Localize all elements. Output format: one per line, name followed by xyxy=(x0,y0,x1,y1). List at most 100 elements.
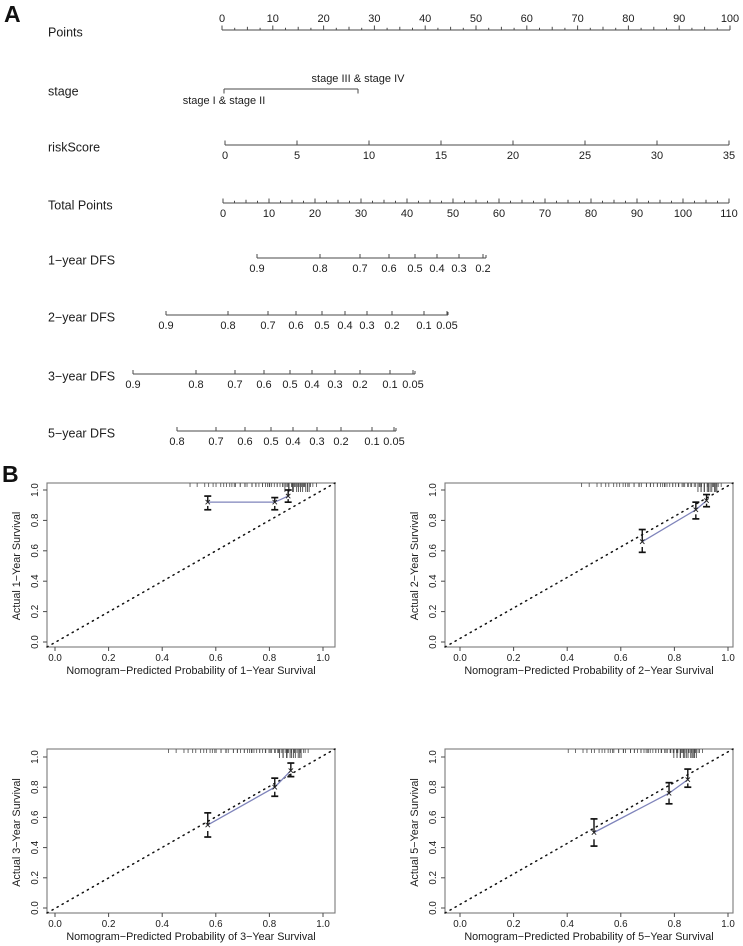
marker-x xyxy=(591,829,597,836)
tick-label: 0.1 xyxy=(364,436,379,448)
y-tick-label: 0.8 xyxy=(30,780,41,794)
tick-label: 0.5 xyxy=(263,436,278,448)
tick-label: 0.8 xyxy=(220,320,235,332)
x-tick-label: 0.6 xyxy=(209,919,223,930)
point-marker xyxy=(272,784,278,790)
error-bar xyxy=(703,493,711,508)
y-tick-label: 0.0 xyxy=(30,901,41,915)
marker-x xyxy=(288,768,294,774)
x-tick-label: 0.0 xyxy=(453,919,467,930)
tick-label: 0.5 xyxy=(407,263,422,275)
tick-label: 0.7 xyxy=(352,263,367,275)
tick-label: 0.8 xyxy=(312,263,327,275)
tick-label: 0.7 xyxy=(260,320,275,332)
x-tick-label: 0.4 xyxy=(560,919,574,930)
x-tick-label: 0.2 xyxy=(507,919,521,930)
marker-x xyxy=(272,499,278,505)
tick-label: 15 xyxy=(435,150,447,162)
y-tick-label: 0.2 xyxy=(30,871,41,885)
row-label-dfs-1yr: 1−year DFS xyxy=(48,253,115,267)
calibration-plot-0: 0.0 0.2 0.4 0.6 0.8 1.00.00.20.40.60.81.0Nomo… xyxy=(11,482,336,677)
calibration-plot-5-year: 0.0 0.2 0.4 0.6 0.8 1.0 0.0 0.2 0.4 0.6 0.8 1.0 Nomo… xyxy=(409,748,735,943)
y-tick-label: 1.0 xyxy=(30,483,41,497)
ideal-diagonal-dotted xyxy=(444,482,734,648)
tick-label: 80 xyxy=(585,208,597,220)
tick-label: 0.5 xyxy=(314,320,329,332)
error-bar xyxy=(271,496,279,511)
x-tick-label: 0.0 xyxy=(48,919,62,930)
tick-label: 50 xyxy=(470,13,482,25)
tick-label: 90 xyxy=(631,208,643,220)
tick-label: 40 xyxy=(401,208,413,220)
tick-label: 0.8 xyxy=(169,436,184,448)
y-tick-label: 0.6 xyxy=(30,543,41,557)
y-tick-label: 0.4 xyxy=(30,574,41,588)
tick-label: 0.8 xyxy=(188,379,203,391)
y-axis-title: Actual 1−Year Survival xyxy=(11,512,23,621)
tick-label: 0.2 xyxy=(333,436,348,448)
ideal-diagonal-dotted xyxy=(46,748,336,914)
x-tick-label: 1.0 xyxy=(316,919,330,930)
y-tick-label: 0.6 xyxy=(428,543,439,557)
y-tick-label: 0.4 xyxy=(428,840,439,854)
y-tick-label: 0.0 xyxy=(428,901,439,915)
point-marker xyxy=(272,499,278,505)
point-marker xyxy=(693,507,699,513)
calibration-line xyxy=(593,779,689,834)
calibration-plot-2: 0.0 0.2 0.4 0.6 0.8 1.00.00.20.40.60.81.0Nomo… xyxy=(11,748,336,943)
tick-label: 40 xyxy=(419,13,431,25)
tick-label: 60 xyxy=(521,13,533,25)
tick-label: 0.2 xyxy=(384,320,399,332)
point-marker xyxy=(285,493,291,499)
calibration-line xyxy=(641,500,707,543)
x-tick-label: 1.0 xyxy=(721,919,735,930)
error-bar xyxy=(590,818,598,847)
y-tick-label: 0.8 xyxy=(428,780,439,794)
marker-x xyxy=(285,493,291,499)
tick-label: 60 xyxy=(493,208,505,220)
x-tick-label: 0.2 xyxy=(102,653,116,664)
x-tick-label: 0.8 xyxy=(668,653,682,664)
tick-label: 20 xyxy=(507,150,519,162)
tick-label: 0.6 xyxy=(381,263,396,275)
error-bar xyxy=(684,768,692,789)
y-tick-label: 0.0 xyxy=(428,635,439,649)
level-label: stage I & stage II xyxy=(183,95,266,107)
tick-label: 0.4 xyxy=(285,436,300,448)
nomogram-row-riskscore: riskScore 0 5 10 15 20 25 30 35 xyxy=(48,140,735,162)
x-tick-label: 0.8 xyxy=(263,653,277,664)
x-tick-label: 0.6 xyxy=(209,653,223,664)
row-label-stage: stage xyxy=(48,84,79,98)
tick-label: 0.3 xyxy=(451,263,466,275)
ideal-diagonal-dotted xyxy=(46,482,336,648)
nomogram-row-stage: stage stage I & stage II stage III & stage… xyxy=(48,73,405,107)
marker-x xyxy=(639,539,645,545)
y-tick-label: 0.2 xyxy=(30,605,41,619)
point-marker xyxy=(704,498,710,504)
nomogram-row-dfs-2yr: 2−year DFS 0.9 0.8 0.7 0.6 0.5 0.4 0.3 0.2 0.1 0.0… xyxy=(48,310,458,332)
tick-label: 100 xyxy=(721,13,739,25)
tick-label: 25 xyxy=(579,150,591,162)
tick-label: 0.7 xyxy=(227,379,242,391)
y-axis-title: Actual 3−Year Survival xyxy=(11,778,23,887)
tick-label: 0.9 xyxy=(125,379,140,391)
y-tick-label: 0.8 xyxy=(30,513,41,527)
nomogram-row-dfs-1yr: 1−year DFS 0.9 0.8 0.7 0.6 0.5 0.4 0.3 0.2 xyxy=(48,253,491,275)
tick-label: 70 xyxy=(571,13,583,25)
x-tick-label: 0.8 xyxy=(668,919,682,930)
tick-label: 0.05 xyxy=(402,379,423,391)
predicted-probability-rug xyxy=(168,749,309,758)
y-tick-label: 0.2 xyxy=(428,605,439,619)
error-bar xyxy=(204,812,212,838)
tick-label: 20 xyxy=(309,208,321,220)
tick-label: 10 xyxy=(267,13,279,25)
tick-label: 35 xyxy=(723,150,735,162)
tick-label: 0.05 xyxy=(436,320,457,332)
marker-x xyxy=(685,777,691,783)
plot-box xyxy=(46,482,336,648)
ideal-diagonal-dotted xyxy=(444,748,734,914)
tick-label: 30 xyxy=(651,150,663,162)
tick-label: 0.6 xyxy=(237,436,252,448)
y-tick-label: 0.0 xyxy=(30,635,41,649)
